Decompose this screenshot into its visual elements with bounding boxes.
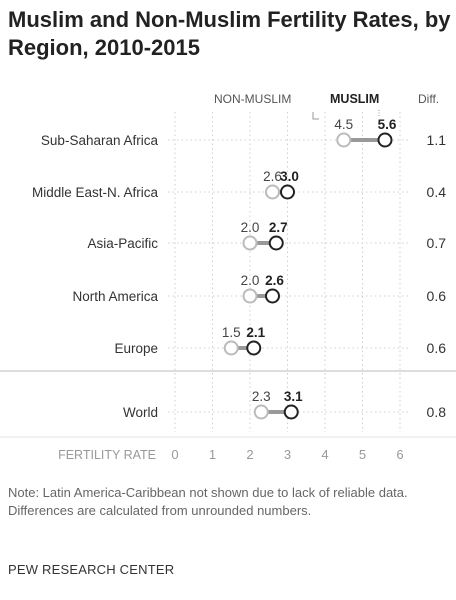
- legend-non-muslim: NON-MUSLIM: [214, 92, 292, 106]
- muslim-dot: [268, 235, 284, 251]
- category-label: North America: [72, 289, 158, 304]
- x-tick-label: 4: [321, 447, 328, 462]
- chart-title: Muslim and Non-Muslim Fertility Rates, b…: [8, 7, 451, 60]
- chart-note: Note: Latin America-Caribbean not shown …: [8, 485, 408, 518]
- muslim-value-label: 3.0: [280, 169, 299, 184]
- muslim-dot: [265, 288, 280, 304]
- non-muslim-dot: [242, 288, 258, 304]
- legend-hook: [312, 112, 319, 120]
- x-tick-label: 0: [171, 447, 178, 462]
- diff-value: 0.6: [427, 340, 447, 356]
- diff-value: 0.7: [427, 235, 447, 251]
- muslim-dot: [280, 184, 295, 200]
- non-muslim-value-label: 2.0: [241, 220, 260, 235]
- x-tick-label: 2: [246, 447, 253, 462]
- diff-value: 1.1: [427, 132, 447, 148]
- category-label: Middle East-N. Africa: [32, 185, 159, 200]
- non-muslim-value-label: 1.5: [222, 325, 241, 340]
- muslim-value-label: 5.6: [378, 117, 397, 132]
- x-tick-label: 5: [359, 447, 366, 462]
- diff-value: 0.4: [427, 184, 447, 200]
- category-label: Asia-Pacific: [87, 236, 158, 251]
- legend-diff: Diff.: [418, 92, 440, 106]
- non-muslim-value-label: 2.3: [252, 389, 271, 404]
- source-label: PEW RESEARCH CENTER: [8, 562, 175, 577]
- category-label: Sub-Saharan Africa: [41, 133, 159, 148]
- non-muslim-dot: [242, 235, 258, 251]
- muslim-value-label: 2.1: [246, 325, 265, 340]
- non-muslim-dot: [223, 340, 239, 356]
- x-tick-label: 3: [284, 447, 291, 462]
- x-axis-title: FERTILITY RATE: [58, 448, 156, 462]
- legend-muslim: MUSLIM: [330, 92, 380, 106]
- muslim-value-label: 2.6: [265, 273, 284, 288]
- muslim-dot: [283, 404, 299, 420]
- muslim-value-label: 2.7: [269, 220, 288, 235]
- non-muslim-value-label: 2.6: [263, 169, 282, 184]
- muslim-dot: [246, 340, 262, 356]
- diff-value: 0.6: [427, 288, 447, 304]
- muslim-dot: [377, 132, 393, 148]
- non-muslim-value-label: 4.5: [334, 117, 353, 132]
- non-muslim-dot: [336, 132, 352, 148]
- category-label: World: [123, 405, 158, 420]
- category-label: Europe: [114, 341, 158, 356]
- x-tick-label: 6: [396, 447, 403, 462]
- x-tick-label: 1: [209, 447, 216, 462]
- non-muslim-value-label: 2.0: [241, 273, 260, 288]
- dot-plot: Sub-Saharan Africa 4.5 5.6 1.1 Middle East-N…: [0, 110, 456, 462]
- non-muslim-dot: [253, 404, 269, 420]
- non-muslim-dot: [265, 184, 280, 200]
- diff-value: 0.8: [427, 404, 447, 420]
- muslim-value-label: 3.1: [284, 389, 303, 404]
